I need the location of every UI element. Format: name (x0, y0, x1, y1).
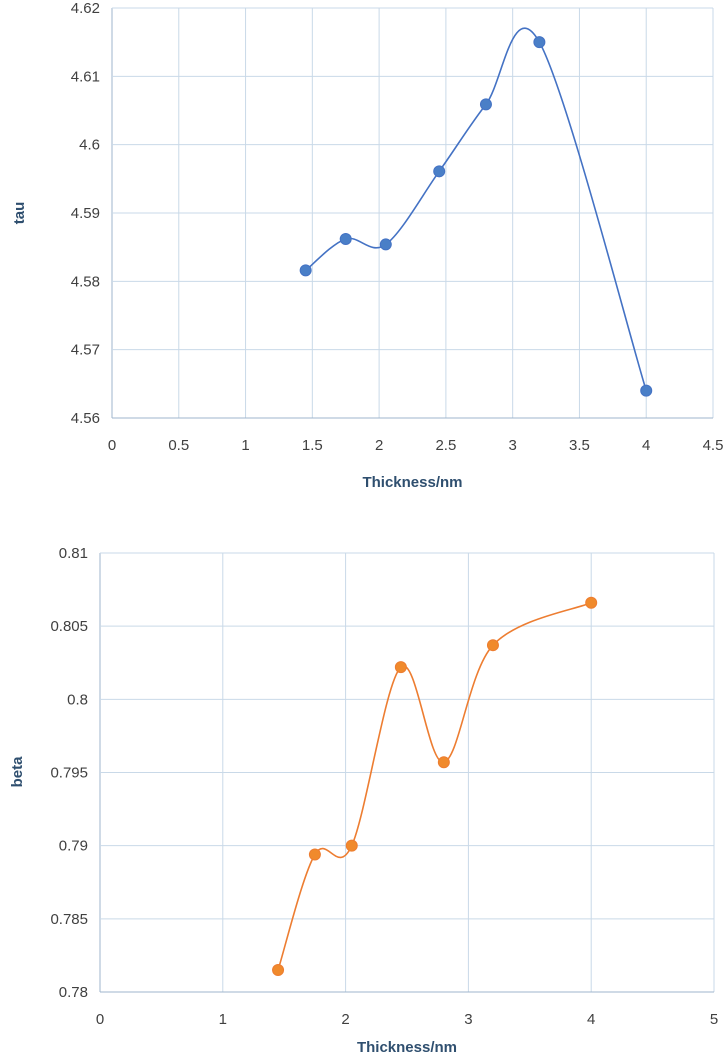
tau-x-tick-label: 0 (108, 437, 116, 454)
tau-data-point (640, 384, 653, 397)
tau-x-axis-title: Thickness/nm (362, 474, 462, 491)
beta-x-tick-label: 1 (219, 1011, 227, 1028)
tau-x-tick-label: 3.5 (569, 437, 590, 454)
beta-chart: 0 1 2 3 4 5 0.78 0.785 0.79 0.795 0.8 0.805 0.81 Thic… (9, 545, 718, 1056)
beta-x-tick-label: 2 (341, 1011, 349, 1028)
tau-y-tick-label: 4.56 (71, 410, 100, 427)
tau-y-tick-label: 4.57 (71, 342, 100, 359)
beta-y-tick-label: 0.81 (59, 545, 88, 562)
beta-x-axis-title: Thickness/nm (357, 1039, 457, 1056)
tau-x-tick-label: 3 (508, 437, 516, 454)
tau-x-tick-label: 2 (375, 437, 383, 454)
beta-series-line (277, 602, 592, 971)
tau-x-tick-label: 1 (241, 437, 249, 454)
tau-data-point (433, 165, 446, 178)
tau-y-tick-label: 4.6 (79, 137, 100, 154)
tau-x-tick-label: 4.5 (703, 437, 724, 454)
beta-y-tick-label: 0.805 (50, 618, 88, 635)
beta-x-tick-label: 3 (464, 1011, 472, 1028)
beta-y-tick-label: 0.8 (67, 691, 88, 708)
tau-data-point (339, 232, 352, 245)
tau-y-tick-label: 4.58 (71, 273, 100, 290)
tau-x-tick-label: 2.5 (435, 437, 456, 454)
beta-data-point (394, 661, 407, 674)
tau-x-tick-label: 4 (642, 437, 650, 454)
beta-y-tick-label: 0.79 (59, 838, 88, 855)
tau-data-point (299, 264, 312, 277)
tau-y-tick-label: 4.59 (71, 205, 100, 222)
beta-data-point (308, 848, 321, 861)
tau-series-line (305, 27, 647, 391)
tau-y-tick-label: 4.62 (71, 0, 100, 17)
beta-x-tick-label: 5 (710, 1011, 718, 1028)
beta-data-point (345, 839, 358, 852)
beta-data-point (272, 964, 285, 977)
tau-y-tick-label: 4.61 (71, 68, 100, 85)
tau-data-point (479, 98, 492, 111)
beta-y-tick-label: 0.785 (50, 911, 88, 928)
beta-data-point (486, 639, 499, 652)
beta-x-tick-label: 0 (96, 1011, 104, 1028)
beta-data-point (437, 756, 450, 769)
beta-y-tick-label: 0.78 (59, 984, 88, 1001)
tau-y-axis-title: tau (11, 202, 28, 225)
tau-chart: 0 0.5 1 1.5 2 2.5 3 3.5 4 4.5 4.56 4.57 4.58 4.59 4.6 4… (11, 0, 723, 491)
beta-y-axis-title: beta (9, 756, 26, 788)
tau-data-point (379, 238, 392, 251)
tau-x-tick-label: 1.5 (302, 437, 323, 454)
beta-x-tick-label: 4 (587, 1011, 595, 1028)
tau-data-point (533, 36, 546, 49)
beta-y-tick-label: 0.795 (50, 765, 88, 782)
tau-x-tick-label: 0.5 (168, 437, 189, 454)
beta-data-point (585, 596, 598, 609)
